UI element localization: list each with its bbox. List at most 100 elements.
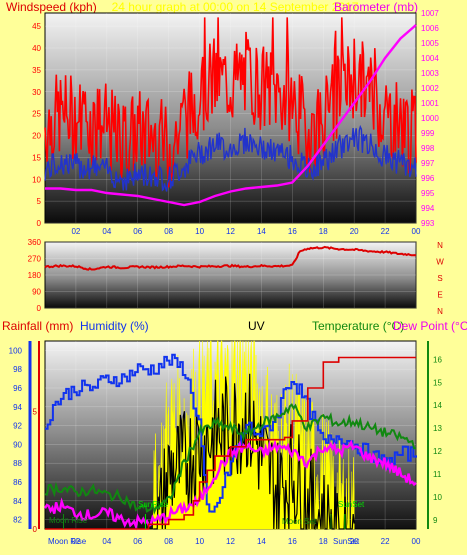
direction-tick-label: 90	[32, 288, 41, 297]
sunset-x-label: SunSet	[333, 537, 360, 546]
baro-tick-label: 999	[421, 129, 435, 138]
wind-x-tick: 08	[164, 227, 173, 236]
baro-tick-label: 1000	[421, 114, 439, 123]
baro-tick-label: 993	[421, 219, 435, 228]
bottom-x-tick: 10	[195, 537, 204, 546]
windspeed-ticks: 0 5 10 15 20 25 30 35 40 45	[32, 22, 41, 228]
moonrise-marker: Moon Rise	[49, 516, 88, 525]
baro-tick-label: 1001	[421, 99, 439, 108]
wind-series	[44, 17, 417, 207]
wind-x-tick: 14	[257, 227, 266, 236]
wind-tick-label: 10	[32, 175, 41, 184]
humidity-tick-label: 86	[13, 478, 22, 487]
barometer-line	[45, 24, 417, 207]
temp-tick-label: 15	[433, 378, 442, 387]
rain-tick-label: 0	[33, 525, 38, 534]
bottom-x-tick: 22	[381, 537, 390, 546]
humidity-tick-label: 96	[13, 384, 22, 393]
direction-tick-label: 180	[28, 271, 42, 280]
barometer-axis-label: Barometer (mb)	[334, 0, 418, 14]
temperature-line	[44, 403, 416, 515]
bottom-x-tick: 06	[133, 537, 142, 546]
windspeed-axis-label: Windspeed (kph)	[6, 0, 97, 14]
wind-x-tick: 22	[381, 227, 390, 236]
wind-x-tick: 06	[133, 227, 142, 236]
baro-tick-label: 1007	[421, 9, 439, 18]
bottom-x-tick: 18	[319, 537, 328, 546]
baro-tick-label: 1006	[421, 24, 439, 33]
baro-tick-label: 1005	[421, 39, 439, 48]
moonrise-x-label: Moon Rise	[48, 537, 87, 546]
temp-tick-label: 10	[433, 493, 442, 502]
wind-tick-label: 15	[32, 153, 41, 162]
compass-label: E	[437, 291, 442, 300]
bottom-x-tick: 08	[164, 537, 173, 546]
temp-tick-label: 13	[433, 424, 442, 433]
temp-tick-label: 11	[433, 470, 442, 479]
bottom-x-tick: 20	[350, 537, 359, 546]
baro-tick-label: 997	[421, 159, 435, 168]
temp-tick-label: 12	[433, 447, 442, 456]
humidity-tick-label: 94	[13, 403, 22, 412]
rainfall-line	[45, 356, 416, 530]
wind-tick-label: 5	[37, 197, 42, 206]
barometer-ticks: 993 994 995 996 997 998 999 1000 1001 1002 1003 100…	[421, 9, 439, 228]
uv-axis-label: UV	[248, 319, 265, 333]
baro-tick-label: 1004	[421, 54, 439, 63]
humidity-tick-label: 90	[13, 440, 22, 449]
wind-x-tick: 12	[226, 227, 235, 236]
temp-tick-label: 9	[433, 516, 438, 525]
bottom-x-tick: 04	[102, 537, 111, 546]
wind-x-tick: 02	[71, 227, 80, 236]
direction-tick-label: 270	[28, 255, 42, 264]
compass-label: N	[437, 241, 443, 250]
temp-tick-label: 16	[433, 355, 442, 364]
direction-ticks: 0 90 180 270 360	[28, 238, 42, 313]
wind-tick-label: 30	[32, 88, 41, 97]
wind-x-tick: 20	[350, 227, 359, 236]
wind-tick-label: 35	[32, 66, 41, 75]
wind-x-tick: 04	[102, 227, 111, 236]
humidity-tick-label: 82	[13, 516, 22, 525]
compass-label: S	[437, 274, 442, 283]
direction-tick-label: 360	[28, 238, 42, 247]
wind-x-tick: 16	[288, 227, 297, 236]
wind-x-tick: 18	[319, 227, 328, 236]
temp-tick-label: 14	[433, 401, 442, 410]
direction-panel	[44, 241, 417, 309]
moonset-marker: Moon Set	[282, 517, 317, 526]
temperature-ticks: 9 10 11 12 13 14 15 16	[433, 355, 442, 524]
wind-tick-label: 20	[32, 132, 41, 141]
bottom-x-tick: 00	[412, 537, 421, 546]
baro-tick-label: 1003	[421, 69, 439, 78]
sunset-marker: SunSet	[338, 500, 365, 509]
humidity-tick-label: 100	[9, 346, 23, 355]
wind-x-tick: 00	[412, 227, 421, 236]
sunrise-marker: SunRise	[138, 500, 169, 509]
humidity-tick-label: 92	[13, 422, 22, 431]
humidity-temp-series	[43, 353, 417, 531]
humidity-ticks: 82 84 86 88 90 92 94 96 98 100	[9, 346, 23, 524]
compass-label: W	[436, 258, 444, 267]
wind-x-tick: 10	[195, 227, 204, 236]
baro-tick-label: 994	[421, 204, 435, 213]
baro-tick-label: 1002	[421, 84, 439, 93]
wind-tick-label: 0	[37, 219, 42, 228]
wind-average-line	[44, 124, 417, 192]
bottom-x-tick: 14	[257, 537, 266, 546]
temperature-axis-label: Temperature (°C)	[312, 319, 404, 333]
bottom-x-tick: 12	[226, 537, 235, 546]
baro-tick-label: 996	[421, 174, 435, 183]
bottom-x-tick: 16	[288, 537, 297, 546]
rain-tick-label: 5	[33, 408, 38, 417]
bottom-x-ticks: 02 04 06 08 10 12 14 16 18 20 22 00	[71, 537, 421, 546]
solar-line	[153, 373, 355, 530]
wind-tick-label: 45	[32, 22, 41, 31]
wind-gust-line	[44, 17, 417, 188]
direction-series	[44, 245, 417, 271]
humidity-tick-label: 88	[13, 459, 22, 468]
wind-x-ticks: 02 04 06 08 10 12 14 16 18 20 22 00	[71, 227, 421, 236]
humidity-axis-label: Humidity (%)	[80, 319, 149, 333]
